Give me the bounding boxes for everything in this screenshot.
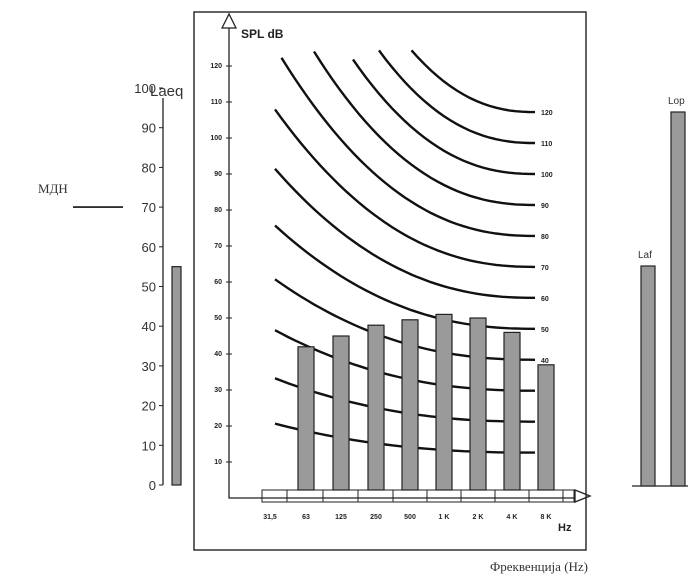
nr-curve [280,57,535,238]
octave-x-tick-label: 63 [302,514,310,521]
laeq-axis-title: Laeq [150,83,183,100]
nr-curve-label: 40 [541,358,549,365]
octave-y-tick-label: 40 [214,351,222,358]
nr-curve [378,49,535,145]
octave-bar [435,313,453,491]
nr-curve-label: 50 [541,327,549,334]
nr-curve [352,58,536,176]
laeq-y-tick-label: 10 [142,438,156,453]
octave-y-tick-label: 60 [214,279,222,286]
octave-x-axis-band [261,489,575,503]
octave-y-axis-title: SPL dB [241,27,284,41]
laeq-y-tick-label: 100 [134,81,156,96]
laeq-panel: 0 10 20 30 40 50 60 70 80 90 100 Laeq МДН [38,81,202,493]
octave-y-tick-label: 110 [211,99,222,106]
octave-x-axis-title: Hz [558,522,572,534]
octave-bar [401,319,419,491]
octave-x-tick-group: 31,5 63 125 250 500 1 K 2 K 4 K 8 K [263,490,564,521]
nr-curve-label: 60 [541,296,549,303]
octave-x-tick-label: 8 K [541,514,552,521]
octave-bar [503,331,521,491]
octave-y-tick-label: 70 [214,243,222,250]
nr-curve-label: 70 [541,265,549,272]
octave-x-tick-label: 31,5 [263,514,277,521]
octave-y-tick-label: 30 [214,387,222,394]
octave-y-axis-arrow [220,12,238,470]
nr-curve-label: 110 [541,141,552,148]
octave-x-tick-label: 125 [335,514,347,521]
laf-lop-bar [640,265,656,487]
laeq-y-tick-label: 70 [142,200,156,215]
octave-x-tick-label: 250 [370,514,382,521]
nr-curve [274,108,536,269]
laf-lop-bar-label: Lop [668,96,685,107]
octave-y-tick-label: 120 [210,63,222,70]
laeq-y-tick-label: 40 [142,319,156,334]
laeq-bar-group [171,266,182,486]
octave-x-tick-label: 2 K [473,514,484,521]
octave-bar [469,317,487,491]
laf-lop-panel: Laf Lop [632,96,688,487]
nr-curve-label: 90 [541,203,549,210]
nr-curve-label: 100 [541,172,553,179]
octave-bar [297,346,315,491]
nr-curve [274,224,535,330]
octave-y-tick-label: 20 [214,423,222,430]
nr-curve-label: 120 [541,110,553,117]
nr-curve-label: 80 [541,234,549,241]
laeq-y-tick-label: 30 [142,359,156,374]
laeq-y-tick-label: 0 [149,478,156,493]
octave-panel: SPL dB 10 20 30 40 50 60 70 80 90 100 110 120 120 11… [193,11,592,574]
laf-lop-bar-label: Laf [638,250,652,261]
octave-bar [332,335,350,491]
laeq-y-tick-label: 60 [142,240,156,255]
octave-bar [367,324,385,491]
octave-y-tick-group: 10 20 30 40 50 60 70 80 90 100 110 120 [210,63,232,466]
laeq-y-tick-label: 20 [142,399,156,414]
laeq-bar [171,266,182,486]
octave-bar-group [297,313,555,491]
frequency-caption: Фреквенција (Hz) [490,559,588,574]
nr-curve [312,50,536,207]
octave-x-tick-label: 4 K [507,514,518,521]
octave-panel-frame [193,11,587,551]
octave-y-tick-label: 90 [214,171,222,178]
laeq-tick-group: 0 10 20 30 40 50 60 70 80 90 100 [134,81,163,493]
octave-y-tick-label: 10 [214,459,222,466]
mdn-label: МДН [38,181,68,196]
octave-bar [537,364,555,491]
octave-y-tick-label: 80 [214,207,222,214]
octave-y-tick-label: 100 [210,135,222,142]
laeq-y-tick-label: 80 [142,160,156,175]
laeq-y-tick-label: 50 [142,280,156,295]
octave-x-axis-arrow [228,470,592,503]
octave-x-tick-label: 500 [404,514,416,521]
nr-curve [410,49,536,114]
octave-x-tick-label: 1 K [439,514,450,521]
laf-lop-bar [670,111,686,487]
laeq-axis-gap [188,90,202,210]
nr-curve [274,168,535,299]
laf-lop-bar-group: Laf Lop [638,96,686,487]
octave-y-tick-label: 50 [214,315,222,322]
laeq-y-tick-label: 90 [142,121,156,136]
